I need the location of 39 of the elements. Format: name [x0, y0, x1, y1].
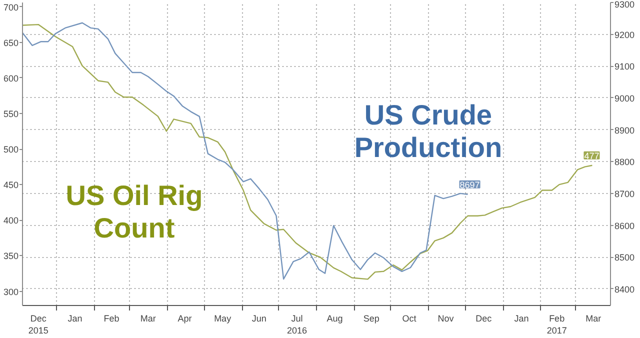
y2-tick-label: 9000: [614, 93, 635, 104]
x-tick-label: Jul 2016: [286, 314, 307, 336]
x-tick-label: Jun: [252, 314, 266, 324]
y2-tick-label: 8900: [614, 125, 635, 136]
y2-tick-label: 8500: [614, 252, 635, 263]
y2-tick-label: 8700: [614, 188, 635, 199]
y-tick-label: 400: [3, 216, 19, 226]
y-tick-label: 550: [3, 108, 19, 119]
y2-tick-label: 9300: [614, 0, 635, 10]
y-tick-label: 350: [3, 251, 19, 262]
x-tick-label: Nov: [438, 314, 454, 324]
x-tick-label: Apr: [178, 314, 192, 324]
y2-tick-label: 8400: [614, 284, 635, 294]
x-tick-label: Sep: [363, 314, 380, 324]
y2-tick-label: 8800: [614, 157, 635, 168]
data-label: 8697: [460, 180, 480, 190]
series-label: US Oil Rig Count: [66, 180, 203, 244]
y-tick-label: 450: [3, 180, 19, 190]
x-tick-label: Feb 2017: [546, 314, 567, 336]
x-tick-label: May: [214, 314, 232, 324]
y2-tick-label: 9100: [614, 62, 635, 72]
x-tick-label: Aug: [326, 314, 343, 324]
y-tick-label: 300: [3, 286, 19, 297]
x-tick-label: Mar: [586, 314, 602, 324]
x-tick-label: Jan: [68, 314, 82, 324]
data-label: 477: [584, 150, 600, 161]
y2-tick-label: 8600: [614, 220, 635, 231]
x-tick-label: Jan: [514, 314, 529, 324]
y-tick-label: 600: [3, 73, 19, 84]
x-tick-label: Feb: [104, 314, 120, 324]
y-tick-label: 500: [3, 144, 19, 155]
y2-tick-label: 9200: [614, 30, 635, 40]
x-tick-label: Oct: [402, 314, 417, 324]
series-label: US Crude Production: [354, 99, 502, 163]
x-tick-label: Mar: [140, 314, 156, 324]
x-tick-label: Dec 2015: [28, 314, 48, 336]
y-tick-label: 700: [3, 2, 19, 12]
x-tick-label: Dec: [476, 314, 492, 324]
y-tick-label: 650: [3, 38, 19, 48]
